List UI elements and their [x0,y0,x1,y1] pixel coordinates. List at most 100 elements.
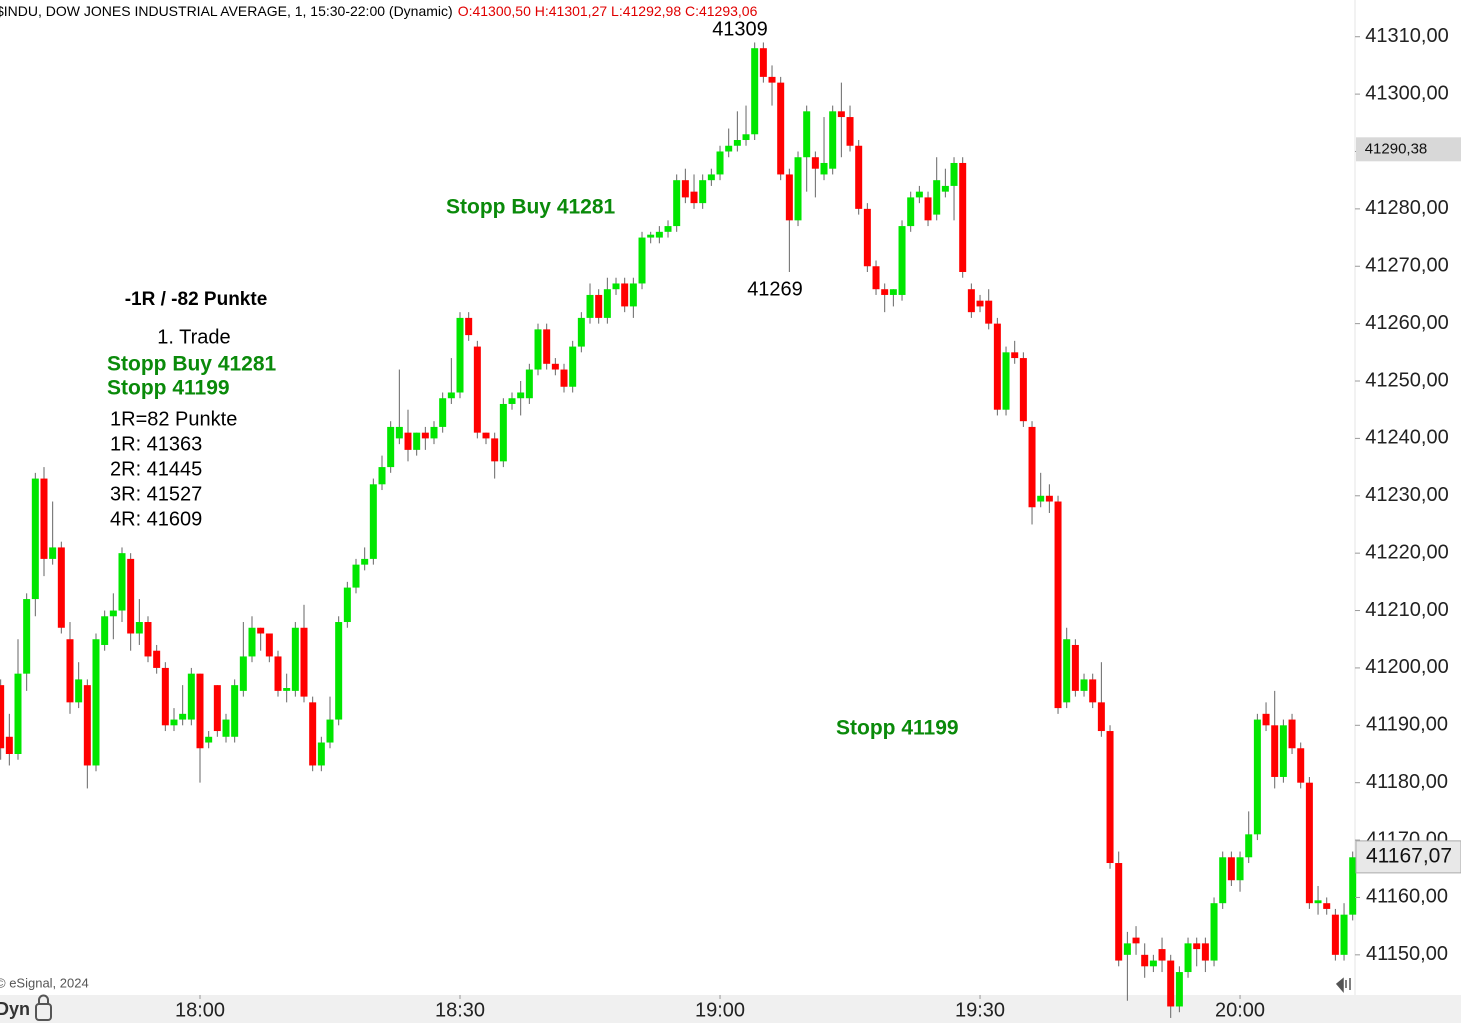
candle-body [716,151,724,175]
y-tick-label: 41270,00 [1365,255,1448,277]
annotation: 41269 [747,278,803,300]
candle-body [1089,679,1097,703]
candle-body [629,283,637,307]
candle-body [1037,495,1045,502]
y-tick-label: 41220,00 [1365,541,1448,563]
candle-body [1340,914,1348,955]
candle-body [751,48,759,135]
candle-body [66,639,74,703]
candle-body [621,283,629,307]
scroll-icon[interactable] [1335,977,1351,994]
time-axis [0,995,1461,1023]
candle-body [959,162,967,272]
annotation: 2R: 41445 [110,458,202,480]
candle-body [170,719,178,726]
candle-body [343,587,351,623]
annotation: -1R / -82 Punkte [125,289,268,310]
candle-body [1141,954,1149,967]
candle-body [248,627,256,657]
y-tick-label: 41190,00 [1366,714,1448,736]
candle-body [31,478,39,600]
candle-body [1167,960,1175,1007]
lock-body [35,1003,52,1021]
candle-body [811,157,819,169]
annotation: 1R=82 Punkte [110,408,237,430]
candle-body [1045,495,1053,502]
candle-body [326,719,334,743]
price-tag [1355,840,1461,874]
candle-body [335,622,343,720]
candle-body [1054,501,1062,709]
candle-body [1071,644,1079,691]
candle-body [205,736,213,743]
candle-body [1253,719,1261,835]
candle-body [499,403,507,462]
candle-body [1080,679,1088,691]
candle-body [1349,857,1357,915]
y-tick-label: 41210,00 [1365,599,1448,621]
ohlc-readout: O:41300,50 H:41301,27 L:41292,98 C:41293… [458,3,758,19]
candle-body [430,426,438,439]
candle-body [985,300,993,324]
y-tick-label: 41240,00 [1365,427,1448,449]
candle-body [161,667,169,726]
candle-body [664,226,672,232]
candle-body [681,180,689,198]
candle-body [915,191,923,198]
candle-body [1271,725,1279,777]
price-tag-label: 41290,38 [1365,140,1428,157]
candle-body [586,294,594,318]
candle-body [118,553,126,611]
y-tick-label: 41230,00 [1365,484,1448,506]
candle-body [439,398,447,427]
lock-icon[interactable] [35,994,52,1021]
candle-body [577,317,585,347]
candle-body [941,185,949,192]
candle-body [265,633,273,657]
mode-label: Dyn [0,999,30,1019]
candle-body [699,180,707,204]
y-tick-label: 41300,00 [1365,82,1448,104]
candle-body [1236,857,1244,881]
x-tick-label: 18:30 [435,999,485,1021]
candle-body [855,145,863,209]
candle-body [907,197,915,227]
candle-body [213,685,221,732]
candle-body [759,48,767,77]
candle-body [889,289,897,295]
annotation: 3R: 41527 [110,483,202,505]
candle-body [1019,358,1027,422]
candle-body [1184,943,1192,973]
candle-body [560,369,568,387]
candle-body [1314,900,1322,904]
candle-body [187,673,195,720]
candle-body [924,197,932,221]
candle-body [551,363,559,370]
candle-body [135,622,143,634]
annotation: 41309 [712,18,768,40]
annotation: 4R: 41609 [110,508,202,530]
candle-body [1227,857,1235,881]
candle-body [1132,937,1140,944]
candle-body [101,616,109,645]
candle-body [14,673,22,754]
candle-body [352,564,360,588]
candle-body [404,432,412,450]
candle-body [881,289,889,295]
candle-body [1123,943,1131,955]
candle-body [655,231,663,238]
y-tick-label: 41280,00 [1365,197,1448,219]
y-tick-label: 41310,00 [1365,25,1448,47]
candle-body [49,547,57,559]
candle-body [413,432,421,450]
candle-body [127,558,135,634]
chart-title: $INDU, DOW JONES INDUSTRIAL AVERAGE, 1, … [0,3,758,19]
candle-body [361,558,369,565]
candle-body [638,237,646,284]
candle-body [647,234,655,238]
candle-body [23,599,31,674]
candle-body [846,117,854,146]
candle-body [1297,748,1305,783]
candle-body [283,688,291,691]
